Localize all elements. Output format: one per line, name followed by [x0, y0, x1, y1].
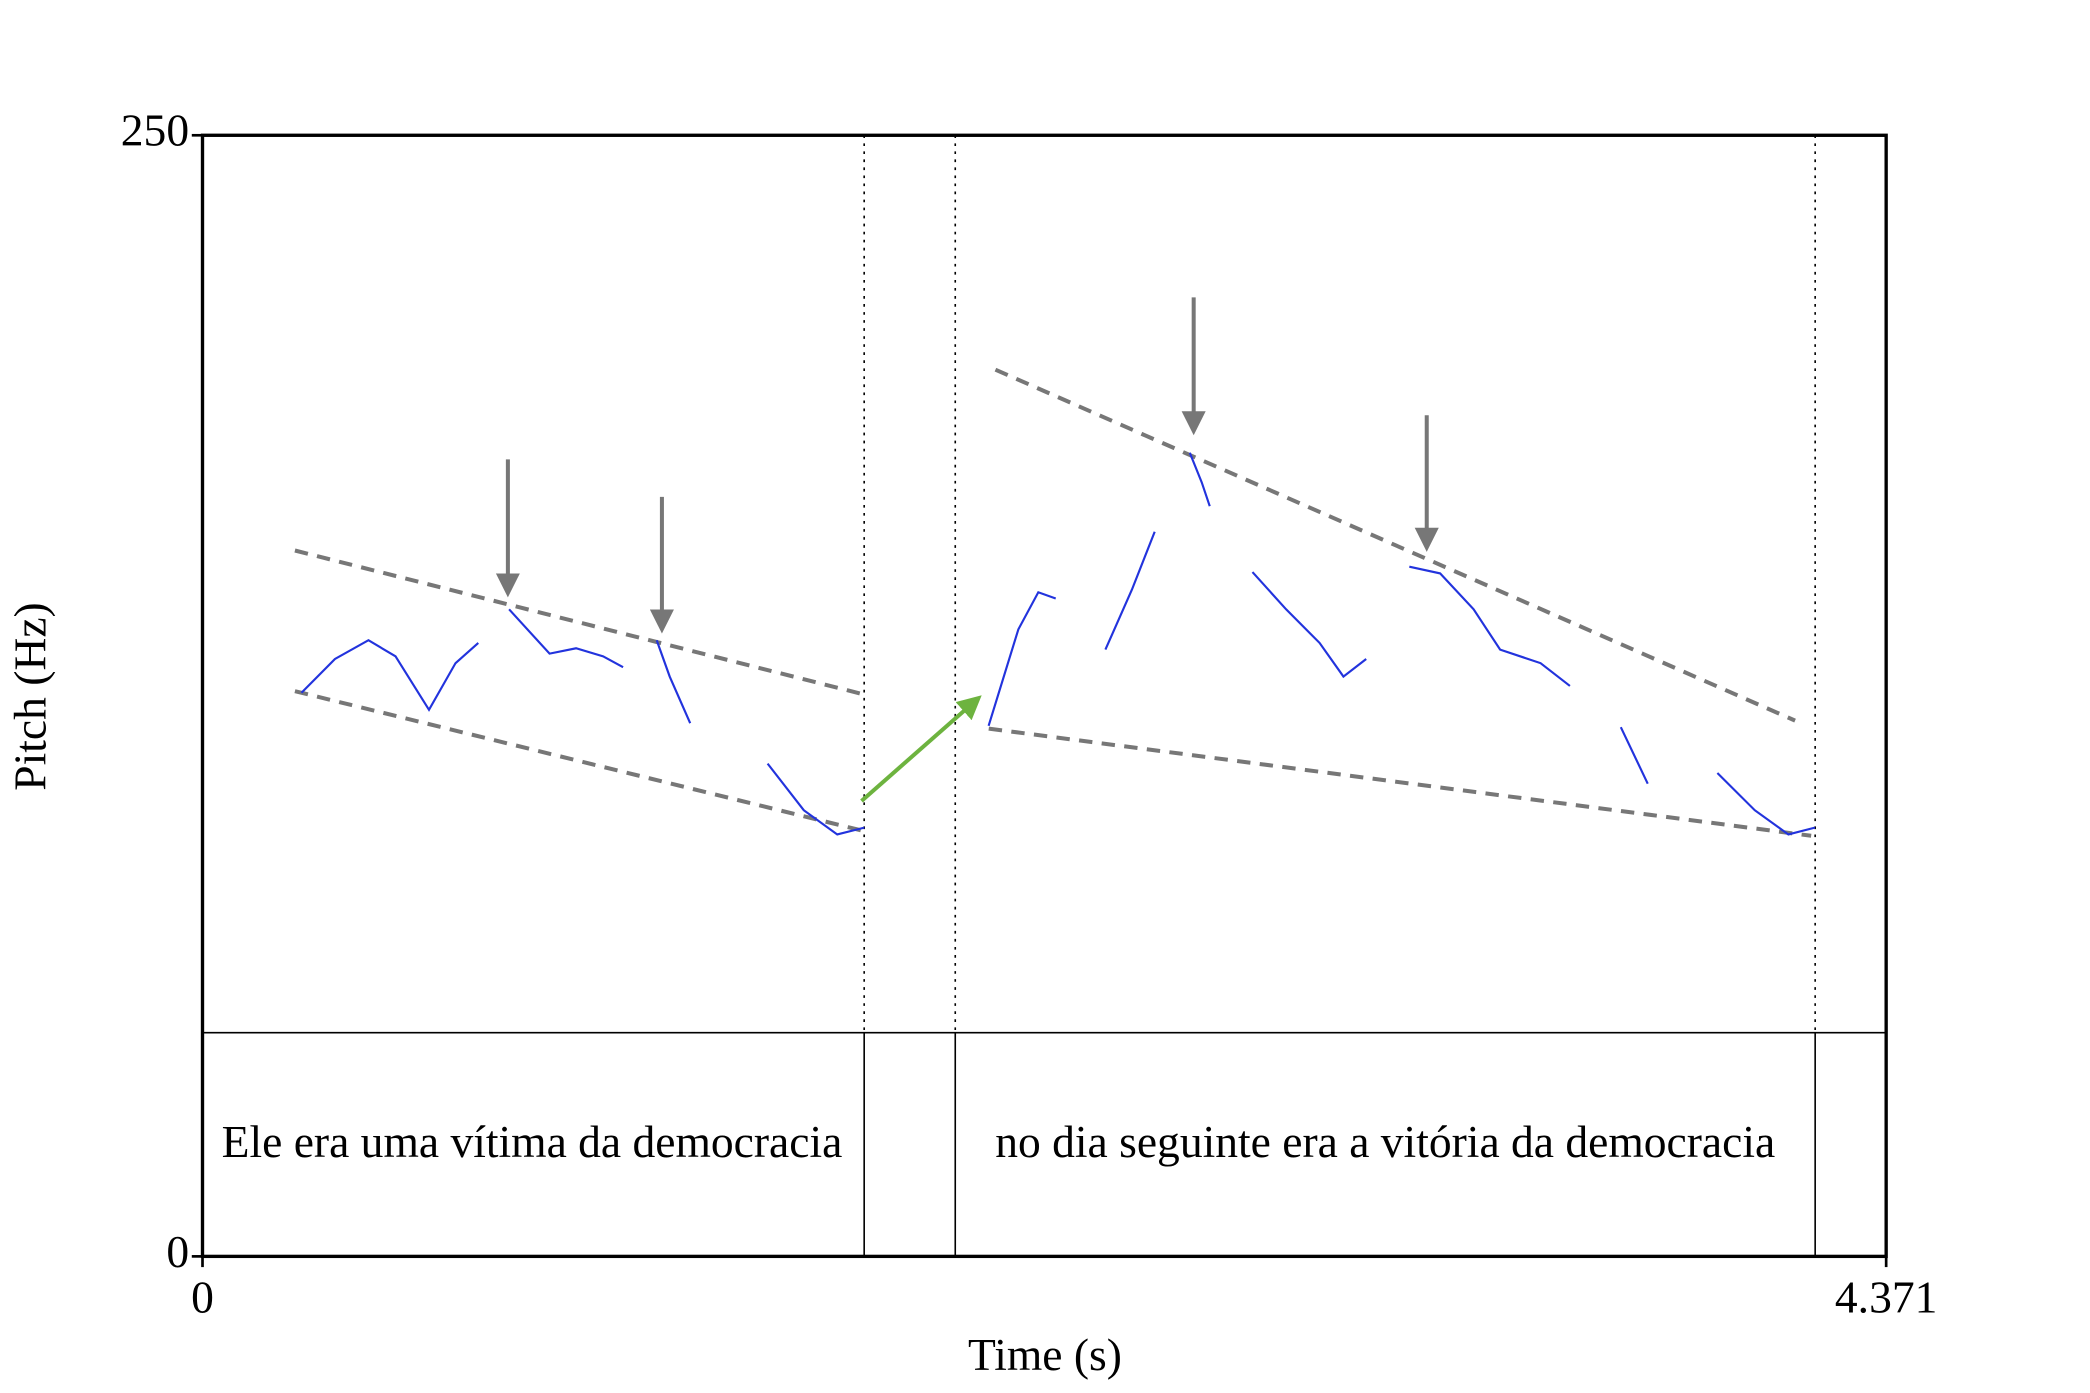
plot-frame — [200, 133, 1888, 1259]
tier-boundaries — [863, 1032, 1816, 1257]
y-tick-label: 0 — [166, 1226, 189, 1277]
x-tick-label: 4.371 — [1835, 1271, 1937, 1322]
tier-label: no dia seguinte era a vitória da democra… — [995, 1116, 1775, 1167]
x-tick-label: 0 — [191, 1271, 214, 1322]
reset-arrow — [860, 695, 982, 803]
tier-label: Ele era uma vítima da democracia — [222, 1116, 843, 1167]
peak-arrows — [495, 297, 1439, 634]
boundary-guides — [863, 135, 1816, 1033]
y-tick-label: 250 — [121, 105, 189, 156]
x-axis-label: Time (s) — [968, 1329, 1122, 1380]
pitch-contour — [300, 452, 1816, 836]
declination-lines — [294, 367, 1812, 838]
y-axis-label: Pitch (Hz) — [5, 602, 56, 790]
